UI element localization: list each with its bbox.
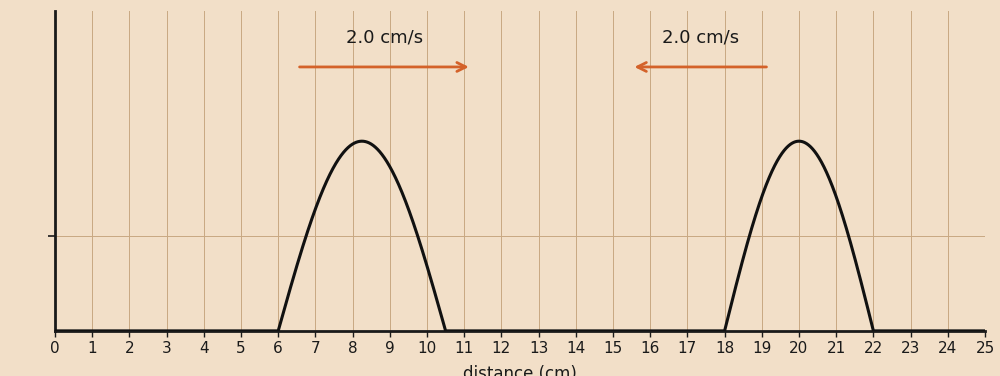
- Text: 2.0 cm/s: 2.0 cm/s: [346, 28, 423, 46]
- X-axis label: distance (cm): distance (cm): [463, 365, 577, 376]
- Text: 2.0 cm/s: 2.0 cm/s: [662, 28, 739, 46]
